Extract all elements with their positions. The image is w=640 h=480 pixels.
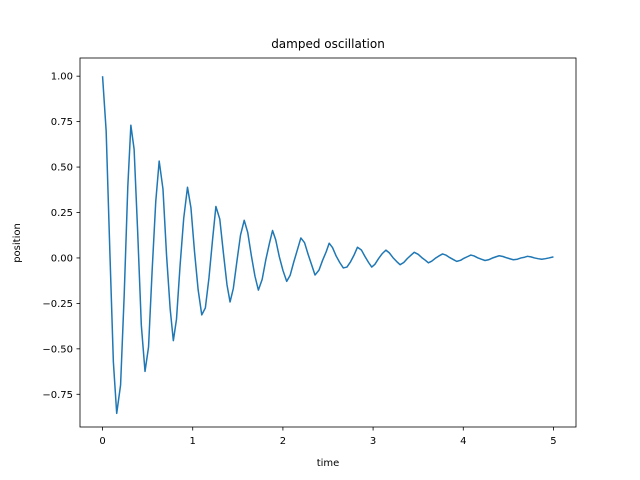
- y-tick-label: −0.25: [42, 299, 73, 310]
- y-tick-label: 0.00: [51, 253, 73, 264]
- x-tick-label: 0: [99, 436, 105, 447]
- y-tick-label: 0.50: [51, 163, 73, 174]
- series-line-0: [101, 76, 554, 415]
- x-axis-label: time: [317, 458, 340, 469]
- axes-frame: [79, 57, 577, 428]
- y-axis: −0.75 −0.50 −0.25 0.00 0.25 0.50 0.75 1.00: [42, 72, 80, 401]
- y-tick-label: 0.25: [51, 208, 73, 219]
- y-tick-label: 0.75: [51, 117, 73, 128]
- x-tick-label: 2: [280, 436, 286, 447]
- chart-title: damped oscillation: [271, 37, 385, 51]
- x-tick-label: 5: [550, 436, 556, 447]
- y-tick-label: 1.00: [51, 72, 73, 83]
- y-axis-label: position: [12, 223, 23, 263]
- x-tick-label: 3: [370, 436, 376, 447]
- y-tick-label: −0.50: [42, 344, 73, 355]
- x-tick-label: 4: [460, 436, 466, 447]
- x-tick-label: 1: [190, 436, 196, 447]
- y-tick-label: −0.75: [42, 390, 73, 401]
- x-axis: 0 1 2 3 4 5: [99, 427, 557, 447]
- plot-area: [101, 76, 554, 415]
